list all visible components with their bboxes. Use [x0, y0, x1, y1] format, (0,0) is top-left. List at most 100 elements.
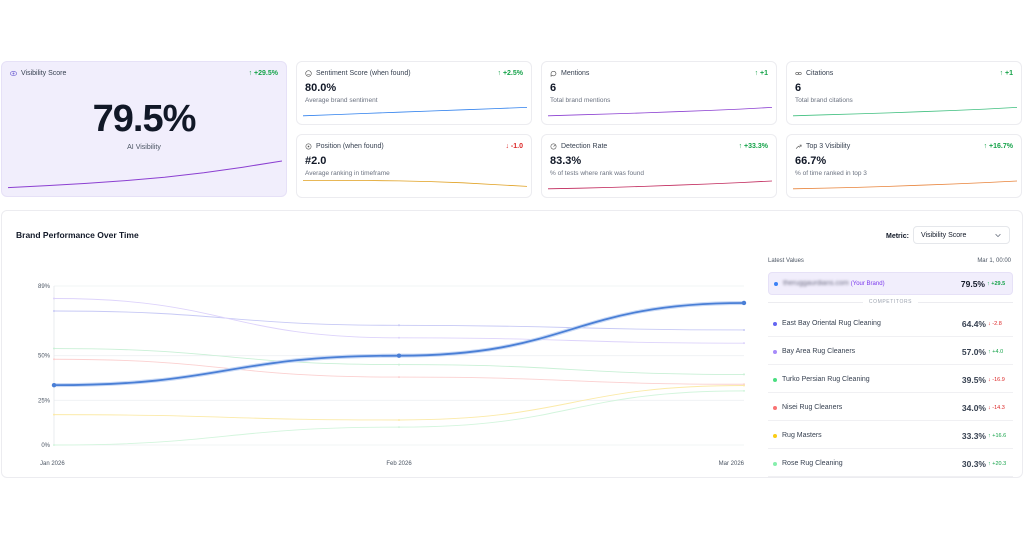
competitor-name: Rug Masters [782, 432, 822, 439]
competitor-row[interactable]: Turko Persian Rug Cleaning 39.5% ↓ -16.9 [768, 367, 1013, 393]
competitor-series-line [53, 390, 745, 446]
competitor-point [743, 389, 745, 392]
competitor-point [398, 426, 400, 429]
competitor-series-line [53, 385, 745, 421]
metric-card[interactable]: Detection Rate ↑ +33.3% 83.3% % of tests wh… [541, 134, 777, 198]
y-tick-label: 0% [41, 443, 50, 449]
visibility-value: 79.5% [92, 98, 197, 140]
chat-icon [550, 70, 557, 77]
metric-sparkline [303, 107, 527, 117]
competitor-point [743, 373, 745, 376]
series-dot [773, 350, 777, 354]
x-tick-label: Feb 2026 [386, 461, 412, 467]
trend-up-icon [795, 144, 802, 149]
y-tick-label: 25% [38, 398, 51, 404]
metric-card[interactable]: Position (when found) ↓ -1.0 #2.0 Average r… [296, 134, 532, 198]
brand-change: ↑ +29.5 [987, 281, 1006, 287]
brand-point [51, 382, 57, 388]
series-dot [774, 282, 778, 286]
competitor-row[interactable]: Rug Masters 33.3% ↑ +16.6 [768, 423, 1013, 449]
metric-card[interactable]: Sentiment Score (when found) ↑ +2.5% 80.0%… [296, 61, 532, 125]
competitor-row[interactable]: East Bay Oriental Rug Cleaning 64.4% ↓ -2.… [768, 311, 1013, 337]
metric-sparkline [548, 180, 772, 190]
competitor-value: 33.3% [961, 431, 986, 441]
latest-values-date: Mar 1, 00:00 [977, 258, 1011, 264]
brand-point [741, 300, 747, 306]
metric-subtitle: Total brand mentions [550, 97, 611, 104]
competitor-series-line [53, 298, 745, 344]
competitor-point [743, 342, 745, 345]
series-dot [773, 322, 777, 326]
card-title-text: Detection Rate [561, 143, 608, 150]
card-title: Position (when found) [305, 143, 384, 150]
delta-badge: ↑ +29.5% [248, 70, 278, 77]
competitor-name: Bay Area Rug Cleaners [782, 348, 856, 355]
metric-sparkline [793, 107, 1017, 117]
competitor-change: ↑ +4.0 [988, 349, 1004, 355]
card-title: Visibility Score [10, 70, 66, 77]
metric-value: 83.3% [550, 155, 582, 167]
metric-value: 6 [550, 82, 557, 94]
y-tick-label: 89% [38, 284, 51, 290]
metric-card[interactable]: Mentions ↑ +1 6 Total brand mentions [541, 61, 777, 125]
brand-value: 79.5% [960, 279, 985, 289]
card-title: Mentions [550, 70, 589, 77]
competitor-row[interactable]: Rose Rug Cleaning 30.3% ↑ +20.3 [768, 451, 1013, 477]
sparkline-path [8, 160, 282, 189]
card-title: Sentiment Score (when found) [305, 70, 411, 77]
delta-badge: ↑ +1 [999, 70, 1013, 77]
visibility-score-card[interactable]: Visibility Score ↑ +29.5% 79.5% AI Visib… [1, 61, 287, 197]
sparkline-path [548, 107, 772, 117]
metric-value: 80.0% [305, 82, 337, 94]
your-brand-tag: (Your Brand) [850, 281, 885, 287]
brand-row[interactable]: theruggaurdians.com (Your Brand) 79.5% ↑ … [768, 272, 1013, 295]
competitor-value: 64.4% [961, 319, 986, 329]
competitor-point [743, 328, 745, 331]
metric-subtitle: % of time ranked in top 3 [795, 170, 867, 177]
series-dot [773, 462, 777, 466]
competitor-change: ↓ -2.8 [988, 321, 1002, 327]
competitor-series-line [53, 348, 745, 375]
metric-value: #2.0 [305, 155, 327, 167]
competitor-point [398, 418, 400, 421]
competitor-row[interactable]: Bay Area Rug Cleaners 57.0% ↑ +4.0 [768, 339, 1013, 365]
competitor-point [398, 324, 400, 327]
competitor-point [53, 444, 55, 446]
competitor-value: 39.5% [961, 375, 986, 385]
metric-sparkline [793, 180, 1017, 190]
delta-badge: ↑ +2.5% [497, 70, 524, 77]
metric-subtitle: Total brand citations [795, 97, 853, 104]
competitor-name: Rose Rug Cleaning [782, 460, 843, 467]
smile-icon [305, 70, 312, 77]
series-dot [773, 378, 777, 382]
metric-card[interactable]: Citations ↑ +1 6 Total brand citations [786, 61, 1022, 125]
eye-icon [10, 71, 17, 76]
card-title-text: Position (when found) [316, 143, 384, 150]
metric-value: 6 [795, 82, 802, 94]
metric-card[interactable]: Top 3 Visibility ↑ +16.7% 66.7% % of time r… [786, 134, 1022, 198]
sparkline-path [303, 180, 527, 187]
y-tick-label: 50% [38, 354, 51, 360]
sparkline-path [548, 180, 772, 190]
competitor-point [53, 413, 55, 416]
competitor-point [743, 384, 745, 387]
x-tick-label: Mar 2026 [719, 461, 745, 467]
brand-performance-panel: Brand Performance Over Time Metric: Visi… [1, 210, 1023, 478]
competitor-name: Turko Persian Rug Cleaning [782, 376, 870, 383]
series-dot [773, 434, 777, 438]
competitor-row[interactable]: Nisei Rug Cleaners 34.0% ↓ -14.3 [768, 395, 1013, 421]
card-title-text: Citations [806, 70, 834, 77]
performance-line-chart: 0% 25% 50% 89% Jan 2026 Feb 2026 Mar 2026 [38, 284, 747, 467]
visibility-sparkline [8, 160, 282, 189]
target-icon [305, 143, 312, 150]
brand-point [396, 353, 402, 358]
link-icon [795, 72, 802, 75]
brand-name: theruggaurdians.com (Your Brand) [783, 280, 885, 287]
card-title-text: Sentiment Score (when found) [316, 70, 411, 77]
chevron-down-icon [995, 233, 1001, 238]
metric-select[interactable]: Visibility Score [913, 226, 1010, 244]
metric-value: 66.7% [795, 155, 827, 167]
competitor-name: East Bay Oriental Rug Cleaning [782, 320, 881, 327]
x-tick-label: Jan 2026 [40, 461, 65, 467]
competitor-name: Nisei Rug Cleaners [782, 404, 843, 411]
